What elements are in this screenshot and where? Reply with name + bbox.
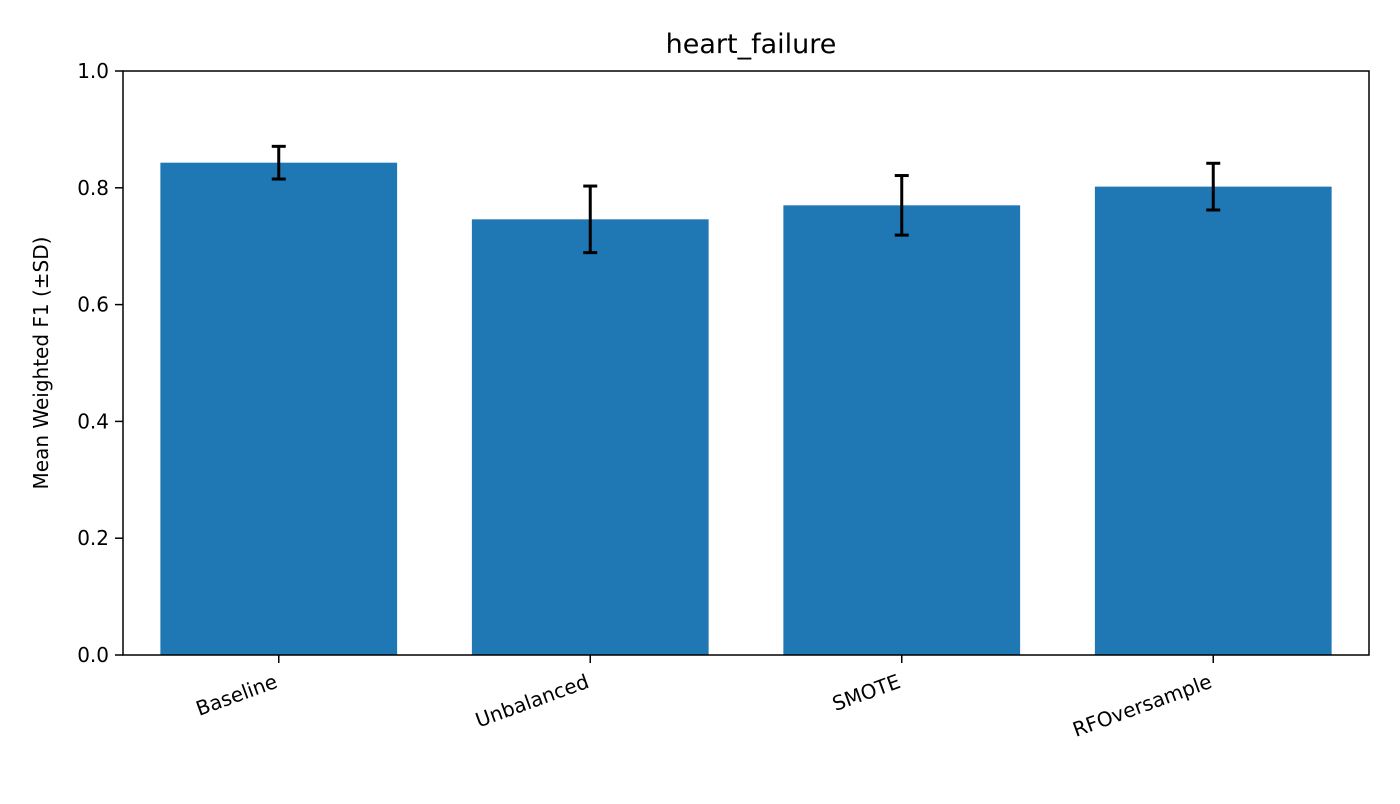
axes-frame bbox=[122, 70, 1370, 656]
bar-smote bbox=[783, 205, 1021, 655]
bar-rfoversample bbox=[1094, 186, 1332, 655]
chart-title: heart_failure bbox=[666, 29, 837, 60]
y-axis-label: Mean Weighted F1 (±SD) bbox=[29, 237, 53, 490]
plot-area: Baseline Unbalanced SMOTE RFOversample 0.0 0.… bbox=[77, 59, 1370, 742]
y-tick-label: 0.4 bbox=[77, 409, 109, 433]
bar-unbalanced bbox=[471, 219, 709, 655]
x-tick-label-unbalanced: Unbalanced bbox=[472, 669, 592, 732]
x-tick-label-baseline: Baseline bbox=[193, 669, 281, 721]
x-tick-label-rfoversample: RFOversample bbox=[1069, 669, 1215, 742]
y-tick-label: 0.8 bbox=[77, 176, 109, 200]
y-tick-label: 1.0 bbox=[77, 59, 109, 83]
y-tick-label: 0.0 bbox=[77, 643, 109, 667]
bar-baseline bbox=[160, 162, 398, 656]
y-tick-label: 0.6 bbox=[77, 293, 109, 317]
y-tick-label: 0.2 bbox=[77, 526, 109, 550]
x-tick-label-smote: SMOTE bbox=[829, 669, 904, 716]
